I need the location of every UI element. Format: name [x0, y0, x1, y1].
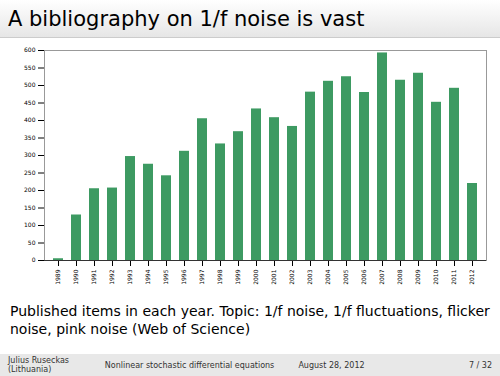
svg-text:1995: 1995	[162, 269, 169, 284]
svg-text:50: 50	[28, 239, 36, 246]
svg-text:200: 200	[24, 186, 36, 193]
svg-text:1999: 1999	[234, 269, 241, 284]
svg-text:2000: 2000	[252, 269, 259, 284]
svg-text:2007: 2007	[378, 269, 385, 284]
html-text:A bibliography on 1/f noise is: A bibliography on 1/f noise is vast	[8, 7, 365, 31]
svg-text:1994: 1994	[144, 269, 151, 284]
svg-text:1993: 1993	[126, 269, 133, 284]
svg-text:2003: 2003	[306, 269, 313, 284]
svg-text:1992: 1992	[108, 269, 115, 284]
svg-text:2006: 2006	[360, 269, 367, 284]
svg-text:350: 350	[24, 134, 36, 141]
svg-text:1997: 1997	[198, 269, 205, 284]
svg-text:550: 550	[24, 64, 36, 71]
svg-text:2012: 2012	[468, 269, 475, 284]
svg-text:600: 600	[24, 46, 36, 53]
svg-text:2002: 2002	[288, 269, 295, 284]
svg-text:300: 300	[24, 151, 36, 158]
html-text:Nonlinear stochastic different: Nonlinear stochastic differential equati…	[104, 360, 275, 370]
svg-text:0: 0	[32, 256, 36, 263]
svg-text:1991: 1991	[90, 269, 97, 284]
svg-text:150: 150	[24, 204, 36, 211]
svg-text:1989: 1989	[54, 269, 61, 284]
svg-text:1996: 1996	[180, 269, 187, 284]
svg-text:2004: 2004	[324, 269, 331, 284]
svg-text:100: 100	[24, 221, 36, 228]
svg-text:450: 450	[24, 99, 36, 106]
svg-text:2005: 2005	[342, 269, 349, 284]
svg-text:2001: 2001	[270, 269, 277, 284]
html-text:August 28, 2012: August 28, 2012	[298, 360, 365, 370]
svg-text:2008: 2008	[396, 269, 403, 284]
html-text:7 / 32: 7 / 32	[468, 360, 492, 370]
svg-text:1998: 1998	[216, 269, 223, 284]
svg-text:1990: 1990	[72, 269, 79, 284]
svg-text:500: 500	[24, 81, 36, 88]
svg-text:250: 250	[24, 169, 36, 176]
html-text:Julius Ruseckas (Lithuania): Julius Ruseckas (Lithuania)	[8, 356, 69, 374]
svg-text:2011: 2011	[450, 269, 457, 284]
svg-text:400: 400	[24, 116, 36, 123]
svg-text:2009: 2009	[414, 269, 421, 284]
svg-text:2010: 2010	[432, 269, 439, 284]
html-text:Published items in each year.: Published items in each year. Topic: 1/f…	[10, 303, 490, 337]
